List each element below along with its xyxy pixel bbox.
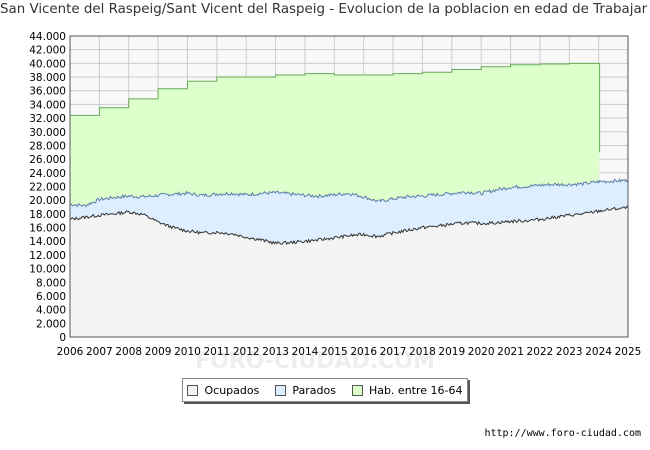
legend-swatch-habitantes: [351, 384, 363, 396]
x-axis-ticks: 2006 2007 2008 2009 2010 2011 2012 2013 2014 2015…: [57, 346, 642, 358]
area-series: [69, 62, 629, 337]
legend-label-parados: Parados: [292, 383, 336, 397]
x-tick-label: 2020: [468, 346, 495, 358]
y-tick-label: 30.000: [29, 127, 66, 139]
legend-swatch-parados: [275, 384, 287, 396]
legend-item-parados: Parados: [275, 384, 336, 397]
y-tick-label: 14.000: [29, 236, 66, 248]
y-tick-label: 38.000: [29, 72, 66, 84]
legend-item-habitantes: Hab. entre 16-64: [351, 383, 463, 397]
x-tick-label: 2011: [203, 346, 230, 358]
y-tick-label: 44.000: [29, 31, 66, 43]
y-tick-label: 32.000: [29, 113, 66, 125]
area-habitantes: [70, 63, 600, 207]
x-tick-label: 2025: [615, 346, 642, 358]
x-tick-label: 2021: [497, 346, 524, 358]
y-tick-label: 0: [59, 332, 66, 344]
y-axis-ticks: 02.0004.0006.0008.00010.00012.00014.0001…: [29, 31, 66, 344]
legend-label-ocupados: Ocupados: [204, 383, 260, 397]
y-tick-label: 16.000: [29, 223, 66, 235]
chart-title: San Vicente del Raspeig/Sant Vicent del …: [0, 2, 650, 17]
x-tick-label: 2012: [233, 346, 260, 358]
x-tick-label: 2018: [409, 346, 436, 358]
legend-item-ocupados: Ocupados: [187, 384, 259, 397]
source-url[interactable]: http://www.foro-ciudad.com: [484, 428, 641, 439]
x-tick-label: 2006: [57, 346, 84, 358]
legend-swatch-ocupados: [187, 384, 199, 396]
x-tick-label: 2022: [527, 346, 554, 358]
x-tick-label: 2009: [145, 346, 172, 358]
y-tick-label: 6.000: [36, 291, 66, 303]
x-tick-label: 2019: [438, 346, 465, 358]
plot-border: [69, 35, 629, 338]
y-tick-label: 40.000: [29, 58, 66, 70]
legend: Ocupados Parados Hab. entre 16-64: [182, 378, 468, 402]
y-tick-label: 4.000: [36, 305, 66, 317]
area-ocupados: [70, 206, 628, 337]
x-tick-label: 2013: [262, 346, 289, 358]
legend-label-habitantes: Hab. entre 16-64: [368, 383, 463, 397]
watermark-text: FORO-CIUDAD.COM: [195, 349, 435, 374]
line-habitantes: [70, 62, 601, 153]
line-ocupados: [69, 205, 629, 246]
line-parados: [69, 178, 629, 208]
x-tick-label: 2014: [292, 346, 319, 358]
x-tick-label: 2015: [321, 346, 348, 358]
area-parados: [70, 179, 628, 245]
x-tick-label: 2023: [556, 346, 583, 358]
y-tick-label: 28.000: [29, 140, 66, 152]
x-tick-label: 2007: [86, 346, 113, 358]
x-tick-label: 2017: [380, 346, 407, 358]
y-tick-label: 10.000: [29, 264, 66, 276]
x-tick-label: 2024: [585, 346, 612, 358]
y-tick-label: 12.000: [29, 250, 66, 262]
y-tick-label: 2.000: [36, 318, 66, 330]
y-tick-label: 42.000: [29, 45, 66, 57]
y-tick-label: 34.000: [29, 99, 66, 111]
y-tick-label: 36.000: [29, 86, 66, 98]
y-tick-label: 18.000: [29, 209, 66, 221]
x-tick-label: 2010: [174, 346, 201, 358]
y-tick-label: 26.000: [29, 154, 66, 166]
x-tick-label: 2016: [350, 346, 377, 358]
x-tick-label: 2008: [115, 346, 142, 358]
y-tick-label: 24.000: [29, 168, 66, 180]
y-tick-label: 20.000: [29, 195, 66, 207]
y-tick-label: 8.000: [36, 277, 66, 289]
y-tick-label: 22.000: [29, 182, 66, 194]
